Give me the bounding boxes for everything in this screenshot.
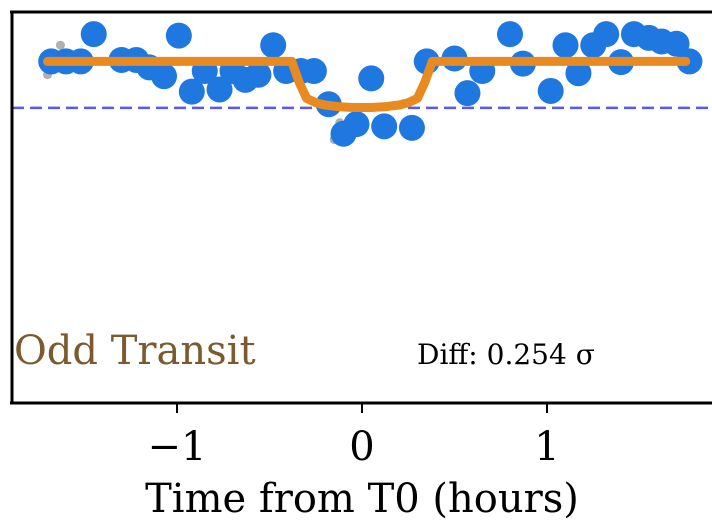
- odd-transit-label: Odd Transit: [14, 328, 256, 374]
- binned-point-9: [178, 78, 205, 105]
- binned-point-24: [398, 114, 425, 141]
- binned-point-8: [165, 22, 192, 49]
- binned-point-35: [593, 21, 620, 48]
- x-axis-label: Time from T0 (hours): [145, 476, 579, 522]
- binned-point-23: [371, 113, 398, 140]
- x-tick-label-0: −1: [148, 424, 207, 470]
- binned-point-3: [80, 21, 107, 48]
- binned-point-29: [497, 21, 523, 48]
- binned-point-31: [537, 77, 564, 104]
- transit-model-curve: [43, 56, 691, 112]
- x-tick-label-2: 1: [534, 424, 559, 470]
- binned-point-14: [245, 61, 272, 88]
- binned-point-27: [454, 80, 481, 107]
- raw-point-0: [55, 40, 65, 50]
- plot-area: [12, 21, 712, 147]
- binned-point-33: [565, 60, 592, 87]
- x-tick-label-1: 0: [349, 424, 374, 470]
- binned-point-22: [358, 65, 385, 92]
- binned-point-7: [151, 63, 178, 90]
- plot-marks: [12, 21, 712, 147]
- binned-point-11: [206, 76, 233, 103]
- binned-point-32: [552, 32, 579, 59]
- binned-point-18: [300, 58, 327, 85]
- diff-sigma-label: Diff: 0.254 σ: [417, 338, 595, 371]
- x-axis-ticks: −1 0 1: [148, 403, 560, 470]
- binned-point-15: [260, 32, 287, 59]
- binned-point-21: [343, 111, 370, 138]
